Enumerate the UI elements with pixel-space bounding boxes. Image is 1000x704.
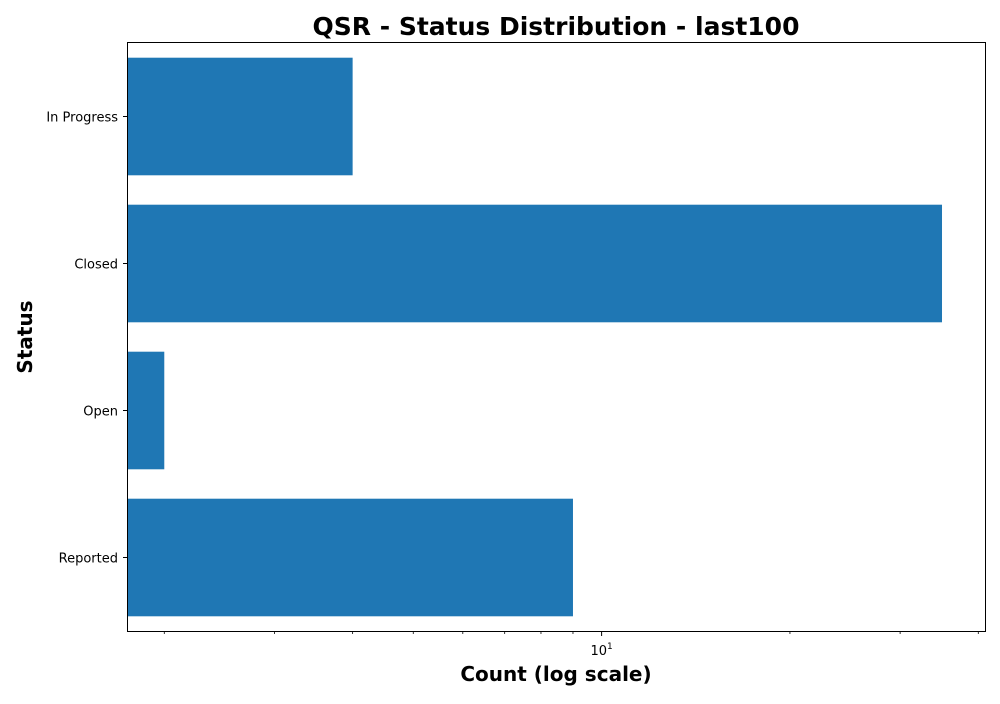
y-axis: In Progress Closed Open Reported	[46, 111, 128, 567]
x-tick-label: 101	[590, 642, 612, 659]
x-axis-label: Count (log scale)	[460, 662, 651, 686]
y-tick-label-open: Open	[83, 405, 118, 420]
x-tick-label-exponent: 1	[607, 642, 613, 652]
y-tick-label-closed: Closed	[74, 258, 118, 273]
plot-frame	[127, 42, 986, 632]
y-tick-label-in-progress: In Progress	[46, 111, 118, 126]
y-tick-label-reported: Reported	[59, 552, 118, 567]
bar-open	[128, 351, 165, 470]
bar-closed	[128, 204, 943, 323]
bar-in-progress	[128, 57, 353, 176]
x-tick-label-base: 10	[590, 644, 607, 659]
y-axis-label: Status	[13, 300, 37, 373]
x-axis: 101	[163, 631, 979, 659]
chart-title: QSR - Status Distribution - last100	[313, 12, 800, 41]
bars-layer	[128, 57, 943, 617]
bar-reported	[128, 498, 573, 617]
